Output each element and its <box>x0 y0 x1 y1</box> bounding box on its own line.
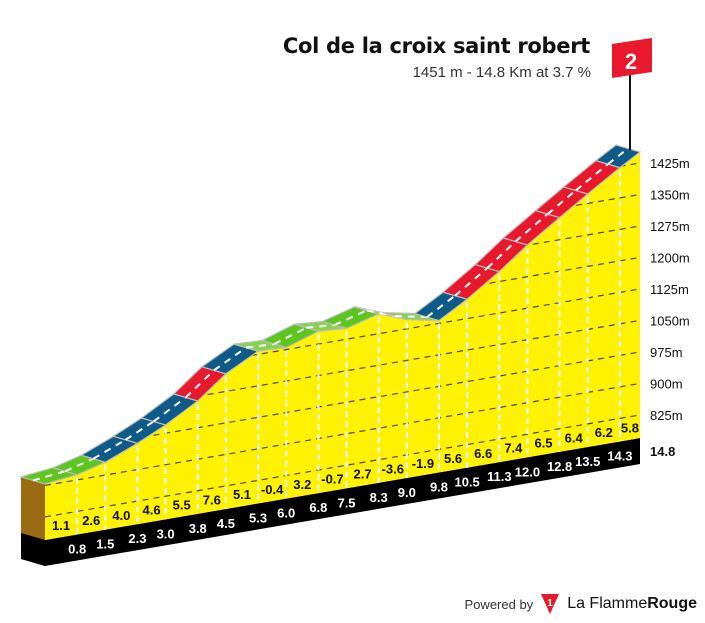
gradient-label: 2.6 <box>82 513 100 528</box>
grid-line-900 <box>45 382 640 486</box>
y-tick-label: 1350m <box>650 187 690 202</box>
category-flag: 2 <box>612 38 652 150</box>
distance-label: 9.0 <box>398 485 416 500</box>
distance-label: 7.5 <box>337 495 355 510</box>
gradient-label: 5.5 <box>173 498 191 513</box>
distance-band <box>45 438 640 566</box>
distance-label: 6.0 <box>277 506 295 521</box>
distance-label: 5.3 <box>249 510 267 525</box>
distance-label: 9.8 <box>430 479 448 494</box>
gradient-label: 6.6 <box>474 446 492 461</box>
y-tick-label: 825m <box>650 408 683 423</box>
y-tick-label: 1050m <box>650 313 690 328</box>
gradient-label: 6.4 <box>565 430 584 445</box>
gradient-label: 6.5 <box>534 436 552 451</box>
distance-label: 11.3 <box>487 469 512 484</box>
y-tick-label: 1275m <box>650 219 690 234</box>
y-tick-label: 975m <box>650 345 683 360</box>
la-flamme-rouge-logo-icon: 1 <box>541 594 560 614</box>
road-centerline <box>366 309 396 318</box>
distance-label: 3.0 <box>157 526 175 541</box>
road-centerline <box>273 326 307 345</box>
y-tick-label: 900m <box>650 376 683 391</box>
powered-by-label: Powered by <box>464 596 534 612</box>
road-centerline <box>124 420 155 441</box>
gradient-label: -0.7 <box>321 472 343 487</box>
road-centerline <box>546 189 577 215</box>
y-tick-label: 1425m <box>650 156 690 171</box>
road-centerline <box>213 346 247 372</box>
flag-icon <box>612 38 652 78</box>
distance-label: 3.8 <box>189 521 207 536</box>
grid-line-825 <box>45 414 640 518</box>
distance-label: 14.8 <box>650 444 675 459</box>
labels: 825m 900m 975m 1050m 1125m 1200m 1275m 1350m 142… <box>52 156 690 557</box>
gradient-label: 2.7 <box>354 467 372 482</box>
road-centerline <box>64 457 94 473</box>
climb-subtitle: 1451 m - 14.8 Km at 3.7 % <box>412 64 591 81</box>
road-segment <box>594 144 642 169</box>
brand-name[interactable]: La FlammeRouge <box>567 595 697 613</box>
road-centerline <box>426 294 456 318</box>
gradient-label: 5.8 <box>621 421 639 436</box>
gradient-label: 3.2 <box>293 477 311 492</box>
profile-area <box>45 151 640 540</box>
y-tick-label: 1125m <box>650 282 689 297</box>
distance-label: 2.3 <box>128 531 146 546</box>
y-tick-label: 1200m <box>650 250 690 265</box>
gradient-label: 5.6 <box>444 451 462 466</box>
distance-label: 14.3 <box>607 448 632 463</box>
road-centerline <box>245 343 275 349</box>
road-centerline <box>153 396 187 423</box>
gradient-label: 4.0 <box>112 508 130 523</box>
gradient-label: 5.1 <box>233 487 251 502</box>
road-centerline <box>394 315 428 319</box>
distance-label: 13.5 <box>575 454 600 469</box>
gradient-label: -1.9 <box>412 456 434 471</box>
distance-label: 10.5 <box>454 475 479 490</box>
distance-label: 0.8 <box>68 541 86 556</box>
distance-label: 1.5 <box>96 537 114 552</box>
gradient-label: -3.6 <box>382 461 404 476</box>
base-layer <box>21 151 640 566</box>
category-label: 2 <box>625 49 637 74</box>
distance-label: 8.3 <box>370 490 388 505</box>
road-centerline <box>92 438 126 460</box>
road-centerline <box>185 369 215 399</box>
gradient-label: 4.6 <box>142 503 160 518</box>
gradient-label: 7.6 <box>203 492 221 507</box>
brand-bold: Rouge <box>647 595 697 612</box>
distance-label: 4.5 <box>217 516 235 531</box>
gradient-label: 6.2 <box>595 425 613 440</box>
svg-text:1: 1 <box>547 598 553 609</box>
gradient-label: 1.1 <box>52 518 70 533</box>
road-centerline <box>575 163 609 192</box>
brand-light: La Flamme <box>567 595 648 612</box>
climb-title: Col de la croix saint robert <box>282 34 590 58</box>
band-side <box>21 533 45 566</box>
gradient-label: 7.4 <box>504 441 523 456</box>
gradient-label: -0.4 <box>261 482 284 497</box>
distance-label: 6.8 <box>309 500 327 515</box>
road-centerline <box>486 240 517 269</box>
distance-label: 12.0 <box>515 464 540 479</box>
road-centerline <box>32 470 66 482</box>
road-centerline <box>306 323 335 329</box>
road-surface <box>18 144 642 485</box>
footer: Powered by 1 La FlammeRouge <box>465 593 697 615</box>
distance-label: 12.8 <box>547 459 572 474</box>
road-centerline <box>334 309 368 326</box>
road-centerline <box>607 147 629 165</box>
